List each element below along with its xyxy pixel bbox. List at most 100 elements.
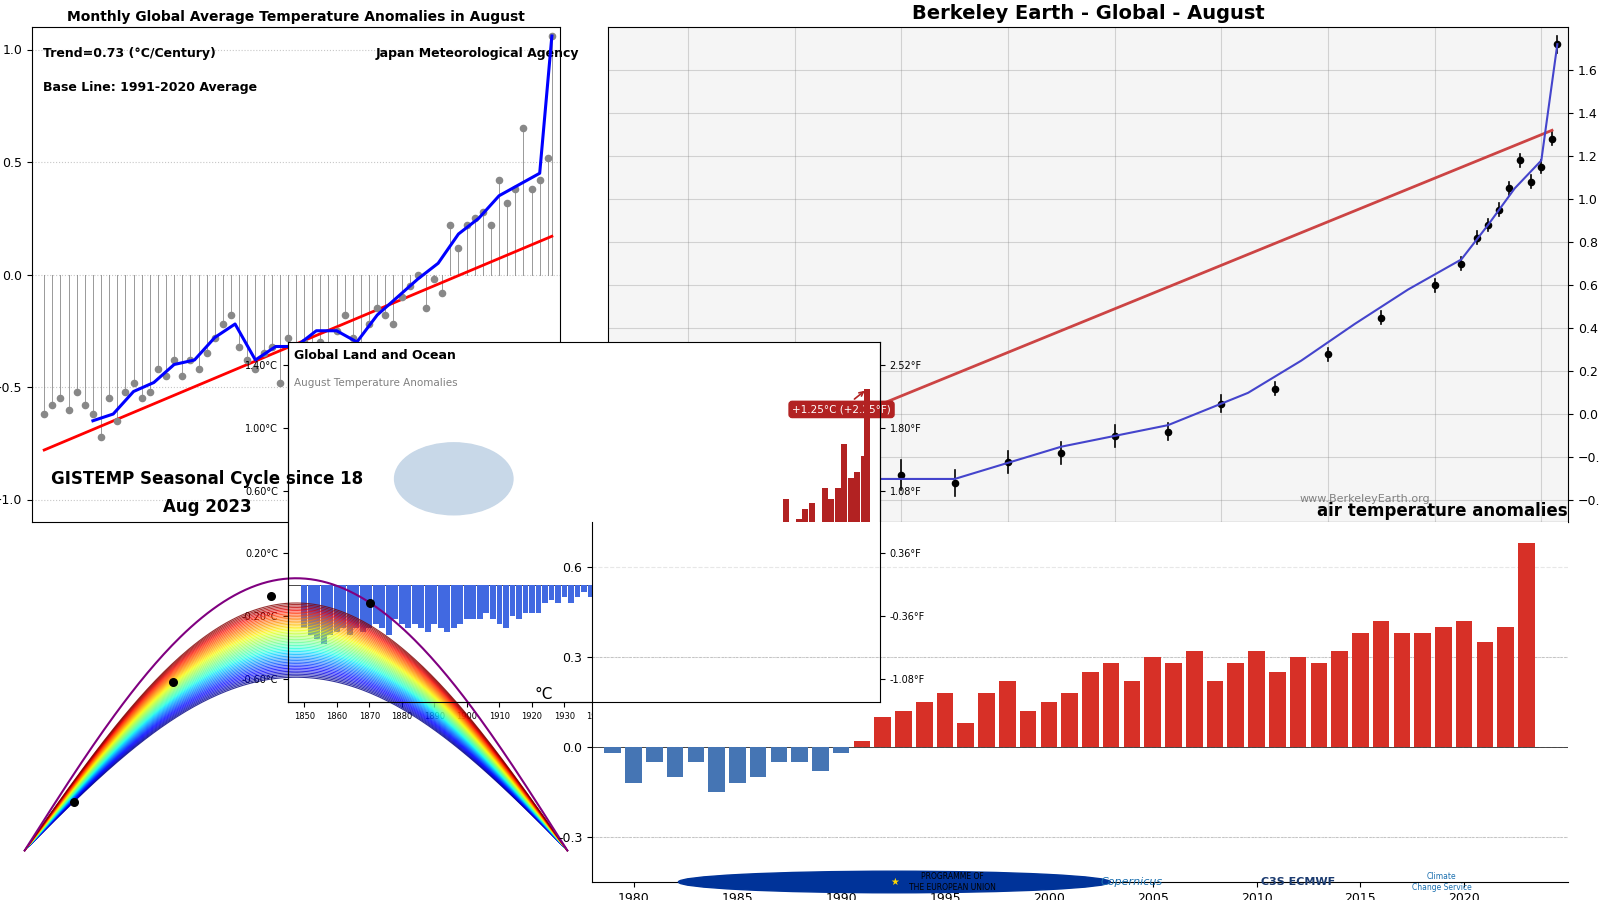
- Bar: [978, 693, 995, 747]
- Point: [194, 346, 219, 360]
- Point: [462, 212, 488, 226]
- Bar: [530, 585, 534, 613]
- Circle shape: [395, 443, 514, 515]
- Point: [1155, 425, 1181, 439]
- Bar: [419, 585, 424, 628]
- Bar: [555, 585, 562, 603]
- Bar: [763, 561, 770, 585]
- Bar: [744, 556, 749, 585]
- Point: [48, 391, 74, 405]
- Point: [1528, 159, 1554, 174]
- Bar: [568, 585, 574, 603]
- Bar: [1269, 672, 1285, 747]
- Point: [1262, 382, 1288, 396]
- Bar: [731, 566, 736, 585]
- Bar: [672, 585, 678, 597]
- Point: [1486, 202, 1512, 217]
- Bar: [861, 456, 867, 585]
- Bar: [307, 585, 314, 634]
- Bar: [445, 585, 450, 632]
- Bar: [802, 509, 808, 585]
- Bar: [341, 585, 346, 628]
- Point: [1544, 37, 1570, 51]
- Bar: [646, 747, 662, 762]
- Bar: [718, 577, 723, 585]
- Point: [1507, 153, 1533, 167]
- Point: [178, 353, 203, 367]
- Bar: [405, 585, 411, 628]
- Bar: [776, 550, 782, 585]
- Bar: [1186, 651, 1203, 747]
- Bar: [854, 741, 870, 747]
- Point: [397, 279, 422, 293]
- Bar: [659, 585, 666, 597]
- Point: [995, 454, 1021, 469]
- Point: [80, 407, 106, 421]
- Bar: [626, 747, 642, 783]
- Point: [534, 150, 560, 165]
- Point: [259, 589, 285, 603]
- Point: [315, 339, 341, 354]
- Point: [389, 290, 414, 304]
- Bar: [581, 585, 587, 592]
- Point: [307, 335, 333, 349]
- Point: [64, 384, 90, 399]
- Bar: [1248, 651, 1266, 747]
- Text: +1.25°C (+2.25°F): +1.25°C (+2.25°F): [792, 392, 891, 414]
- Bar: [1082, 672, 1099, 747]
- Bar: [666, 585, 672, 592]
- Text: August Temperature Anomalies: August Temperature Anomalies: [294, 378, 458, 388]
- Point: [1102, 428, 1128, 443]
- Point: [357, 596, 382, 610]
- Bar: [829, 499, 834, 585]
- Bar: [1331, 651, 1347, 747]
- Bar: [1352, 633, 1368, 747]
- Bar: [470, 585, 477, 619]
- Bar: [605, 747, 621, 753]
- Point: [341, 330, 366, 345]
- Bar: [750, 747, 766, 777]
- Bar: [621, 585, 626, 597]
- Bar: [1019, 711, 1037, 747]
- Point: [40, 398, 66, 412]
- Bar: [750, 537, 757, 585]
- Point: [437, 218, 462, 232]
- Point: [88, 429, 114, 444]
- Bar: [451, 585, 458, 628]
- Bar: [894, 711, 912, 747]
- Bar: [587, 585, 594, 597]
- Bar: [458, 585, 464, 624]
- Bar: [957, 723, 974, 747]
- Bar: [936, 693, 954, 747]
- Point: [1422, 278, 1448, 293]
- Bar: [685, 585, 691, 597]
- Text: Base Line: 1991-2020 Average: Base Line: 1991-2020 Average: [43, 81, 256, 94]
- Point: [1048, 446, 1074, 460]
- Bar: [738, 556, 742, 585]
- Bar: [691, 585, 698, 588]
- Text: ★: ★: [890, 877, 899, 887]
- Point: [835, 472, 861, 486]
- Point: [405, 267, 430, 282]
- Bar: [757, 545, 763, 585]
- Point: [510, 121, 536, 135]
- Point: [186, 362, 211, 376]
- Bar: [432, 585, 437, 624]
- Bar: [386, 585, 392, 634]
- Bar: [1373, 621, 1389, 747]
- Bar: [549, 585, 554, 600]
- Point: [373, 308, 398, 322]
- Bar: [411, 585, 418, 624]
- Point: [96, 391, 122, 405]
- Point: [267, 375, 293, 390]
- Point: [470, 204, 496, 219]
- Point: [526, 173, 552, 187]
- Point: [1368, 310, 1394, 325]
- Point: [299, 357, 325, 372]
- Point: [1496, 181, 1522, 195]
- Bar: [627, 585, 632, 600]
- Text: Copernicus: Copernicus: [1101, 877, 1163, 887]
- Point: [478, 218, 504, 232]
- Bar: [915, 702, 933, 747]
- Point: [138, 384, 163, 399]
